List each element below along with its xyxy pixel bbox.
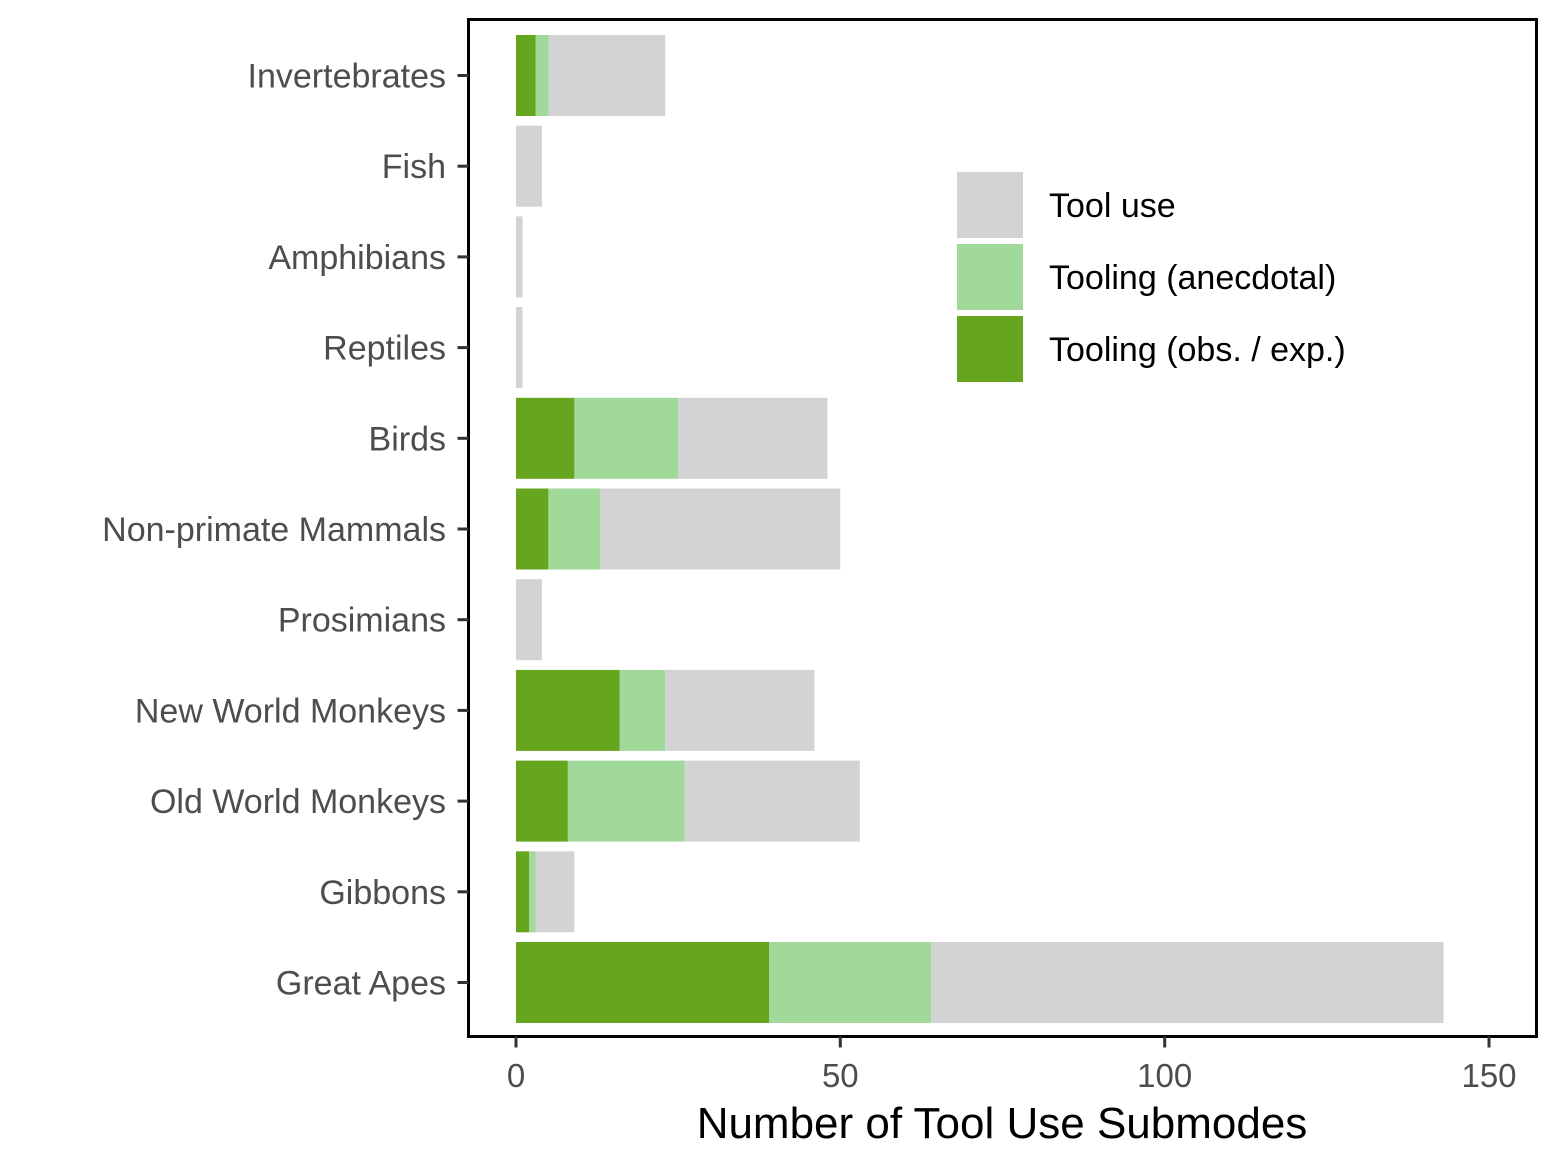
bar-tool-use-fish <box>516 125 542 207</box>
bar-tooling-obs-exp-gibbons <box>516 851 529 933</box>
legend-key <box>957 172 1023 238</box>
legend-label: Tool use <box>1049 187 1176 225</box>
legend-label: Tooling (obs. / exp.) <box>1049 331 1346 369</box>
x-tick-label: 0 <box>507 1057 525 1094</box>
y-tick-label: Reptiles <box>323 330 446 368</box>
bar-tool-use-gibbons <box>535 851 575 933</box>
x-tick-label: 150 <box>1461 1057 1516 1094</box>
bar-tool-use-prosimians <box>516 579 542 661</box>
legend-key <box>957 244 1023 310</box>
bar-tooling-obs-exp-old-world-monkeys <box>516 760 568 842</box>
legend-label: Tooling (anecdotal) <box>1049 259 1336 297</box>
y-tick-label: Gibbons <box>319 874 446 912</box>
bar-tool-use-invertebrates <box>548 35 666 116</box>
bar-tooling-obs-exp-birds <box>516 397 575 479</box>
bar-tool-use-new-world-monkeys <box>665 669 815 751</box>
x-axis-title: Number of Tool Use Submodes <box>697 1099 1308 1148</box>
x-tick-label: 100 <box>1137 1057 1192 1094</box>
bar-tooling-anecdotal-great-apes <box>769 942 932 1023</box>
y-tick-label: Birds <box>369 420 446 458</box>
bar-tooling-obs-exp-great-apes <box>516 942 769 1023</box>
bar-tooling-obs-exp-non-primate-mammals <box>516 488 549 570</box>
legend-key <box>957 316 1023 382</box>
bar-tooling-anecdotal-old-world-monkeys <box>567 760 685 842</box>
y-tick-label: Non-primate Mammals <box>102 511 446 549</box>
bar-tool-use-old-world-monkeys <box>684 760 860 842</box>
ticks-layer: Invertebrates Fish Amphibians Reptiles Birds… <box>102 58 1516 1095</box>
bar-tooling-anecdotal-new-world-monkeys <box>619 669 666 751</box>
bar-tool-use-non-primate-mammals <box>600 488 841 570</box>
y-tick-label: Great Apes <box>276 965 446 1003</box>
bar-tooling-anecdotal-invertebrates <box>535 35 549 116</box>
y-tick-label: New World Monkeys <box>135 692 446 730</box>
bar-tool-use-reptiles <box>516 307 523 389</box>
bar-tool-use-great-apes <box>931 942 1444 1023</box>
y-tick-label: Old World Monkeys <box>150 783 446 821</box>
bar-tooling-obs-exp-invertebrates <box>516 35 536 116</box>
bar-tooling-anecdotal-birds <box>574 397 679 479</box>
bar-tooling-anecdotal-gibbons <box>529 851 536 933</box>
legend: Tool use Tooling (anecdotal) Tooling (obs.… <box>957 172 1346 382</box>
x-tick-label: 50 <box>822 1057 859 1094</box>
y-tick-label: Prosimians <box>278 602 446 640</box>
y-tick-label: Amphibians <box>268 239 446 277</box>
bar-tooling-obs-exp-new-world-monkeys <box>516 669 620 751</box>
bar-tooling-anecdotal-non-primate-mammals <box>548 488 601 570</box>
bar-tool-use-amphibians <box>516 216 523 298</box>
bar-tool-use-birds <box>678 397 828 479</box>
y-tick-label: Fish <box>382 148 446 186</box>
y-tick-label: Invertebrates <box>248 58 446 96</box>
bars-layer <box>516 35 1444 1023</box>
